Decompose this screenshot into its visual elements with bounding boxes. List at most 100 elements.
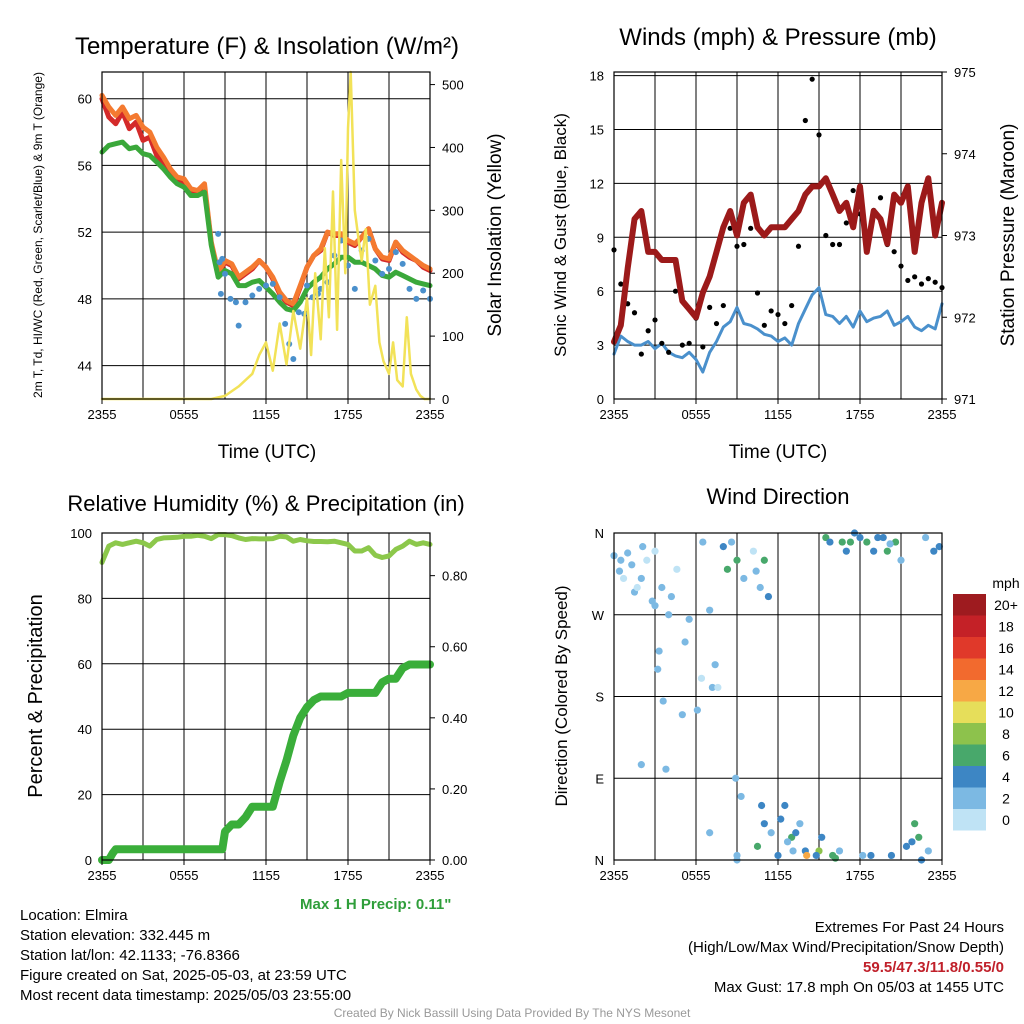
hiwc-point <box>215 230 222 237</box>
extremes-values: 59.5/47.3/11.8/0.55/0 <box>863 959 1004 976</box>
direction-point <box>673 565 681 573</box>
y-tick-label: 40 <box>78 722 92 737</box>
y-tick-label: 20 <box>78 788 92 803</box>
y-tick-label: 15 <box>590 122 604 137</box>
hiwc-point <box>351 285 358 292</box>
direction-point <box>803 851 811 860</box>
direction-point <box>886 540 894 548</box>
y-tick-label: W <box>592 608 605 623</box>
hiwc-point <box>413 295 420 302</box>
y-tick-label: N <box>595 853 604 868</box>
direction-point <box>756 583 764 592</box>
direction-point <box>922 533 930 542</box>
direction-point <box>789 847 797 855</box>
x-tick-label: 0555 <box>682 407 711 422</box>
direction-point <box>651 547 659 555</box>
x-tick-label: 1755 <box>846 407 875 422</box>
gust-point <box>631 310 638 316</box>
gust-point <box>823 232 829 239</box>
direction-point <box>792 829 800 837</box>
hiwc-point <box>222 270 228 277</box>
direction-point <box>870 547 878 555</box>
direction-point <box>783 838 792 846</box>
y2-tick-label: 0 <box>442 392 449 407</box>
direction-point <box>678 711 686 719</box>
humidity-panel-title: Relative Humidity (%) & Precipitation (i… <box>67 491 464 516</box>
y-tick-label: 44 <box>78 359 92 374</box>
legend-label: 14 <box>998 662 1014 678</box>
direction-point <box>838 538 846 546</box>
temperature-panel-ylabel: 2m T, Td, HI/WC (Red, Green, Scarlet/Blu… <box>31 72 45 398</box>
series-line <box>100 70 432 401</box>
gust-point <box>666 349 672 355</box>
hiwc-point <box>256 285 263 292</box>
x-tick-label: 2355 <box>416 868 445 883</box>
direction-point <box>617 556 625 564</box>
gust-point <box>775 311 781 318</box>
x-tick-label: 1755 <box>334 407 363 422</box>
y-tick-label: E <box>595 771 604 786</box>
legend-label: 8 <box>1002 726 1010 742</box>
direction-point <box>902 842 911 850</box>
direction-point <box>719 543 727 551</box>
direction-point <box>628 561 636 569</box>
direction-point <box>764 592 773 601</box>
hiwc-point <box>406 285 413 292</box>
x-tick-label: 1755 <box>846 868 875 883</box>
direction-point <box>633 583 641 592</box>
wind-direction-panel-title: Wind Direction <box>706 484 849 509</box>
x-tick-label: 1755 <box>334 868 363 883</box>
legend-label: 4 <box>1002 769 1010 785</box>
direction-point <box>659 697 667 705</box>
legend-swatch <box>953 594 986 616</box>
direction-point <box>831 854 840 862</box>
gust-point <box>618 281 624 287</box>
legend-label: 20+ <box>994 597 1018 613</box>
max-precip-label: Max 1 H Precip: 0.11" <box>300 896 452 913</box>
direction-point <box>856 533 864 542</box>
winds-panel: Winds (mph) & Pressure (mb) Time (UTC) S… <box>551 24 1019 463</box>
direction-point <box>693 706 701 714</box>
y-tick-label: 0 <box>85 853 92 868</box>
hiwc-point <box>217 290 224 297</box>
x-tick-label: 2355 <box>600 868 629 883</box>
gust-point <box>754 290 761 296</box>
gust-point <box>836 241 843 248</box>
direction-point <box>846 538 855 546</box>
y-tick-label: S <box>595 690 604 705</box>
gust-point <box>905 277 911 284</box>
hiwc-point <box>263 282 269 289</box>
direction-point <box>714 683 722 692</box>
hiwc-point <box>372 257 379 264</box>
gust-point <box>891 249 897 255</box>
direction-point <box>737 792 745 801</box>
direction-point <box>835 847 844 855</box>
wind-direction-panel-ylabel: Direction (Colored By Speed) <box>552 585 571 806</box>
latlon-text: Station lat/lon: 42.1133; -76.8366 <box>20 947 240 964</box>
y2-tick-label: 0.40 <box>442 711 467 726</box>
y2-tick-label: 0.20 <box>442 782 467 797</box>
direction-point <box>753 842 762 850</box>
direction-point <box>781 801 789 810</box>
hiwc-point <box>290 355 297 362</box>
y-tick-label: N <box>595 526 604 541</box>
direction-point <box>887 851 896 860</box>
direction-point <box>615 567 624 575</box>
extremes-subtitle: (High/Low/Max Wind/Precipitation/Snow De… <box>688 939 1004 956</box>
gust-point <box>741 241 747 248</box>
gust-point <box>720 302 726 309</box>
gust-point <box>686 340 692 346</box>
legend-label: 0 <box>1002 812 1010 828</box>
direction-point <box>727 538 736 546</box>
direction-point <box>654 665 662 673</box>
x-tick-label: 2355 <box>88 407 117 422</box>
x-tick-label: 2355 <box>416 407 445 422</box>
y-tick-label: 80 <box>78 591 92 606</box>
y2-tick-label: 0.00 <box>442 853 467 868</box>
humidity-panel-ylabel: Percent & Precipitation <box>25 594 47 797</box>
direction-point <box>624 549 632 557</box>
y-tick-label: 12 <box>590 176 604 191</box>
winds-panel-title: Winds (mph) & Pressure (mb) <box>619 24 936 51</box>
hiwc-point <box>235 322 242 329</box>
hiwc-point <box>399 260 406 267</box>
